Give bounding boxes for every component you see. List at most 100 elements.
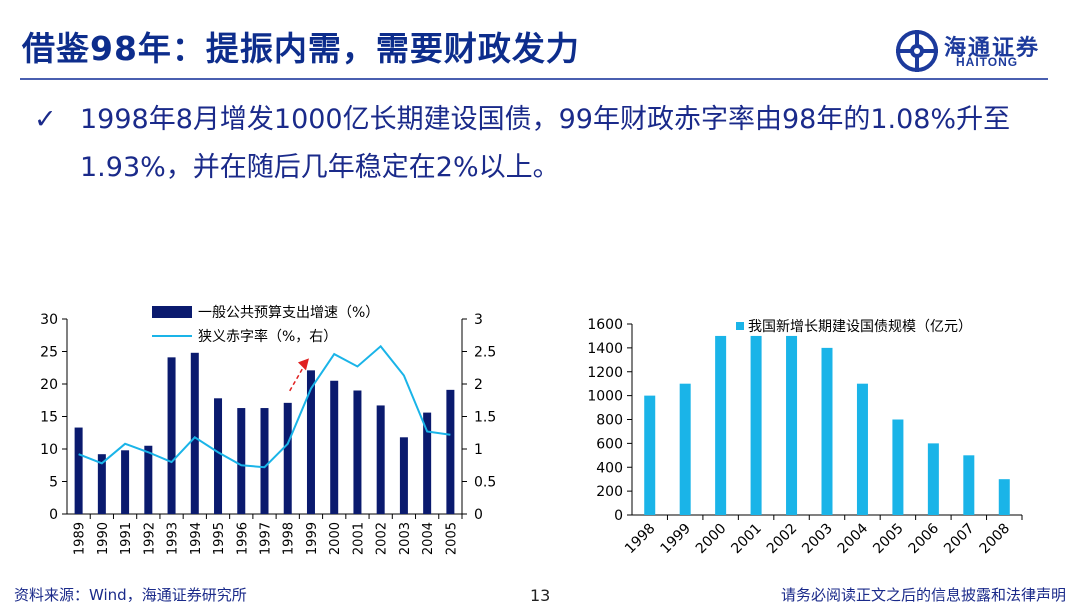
x-tick-label: 1989 <box>73 522 88 555</box>
y-tick-label: 1400 <box>587 341 623 357</box>
y-tick-label: 600 <box>596 436 623 452</box>
bar-bond-issuance <box>679 383 691 515</box>
bar-bond-issuance <box>998 479 1010 515</box>
x-tick-label: 1990 <box>96 522 111 555</box>
x-tick-label: 1993 <box>166 522 181 555</box>
x-tick-label: 2001 <box>351 522 366 555</box>
haitong-logo-icon <box>896 30 938 72</box>
bar-spending-growth <box>237 408 246 514</box>
bar-bond-issuance <box>750 335 762 515</box>
bar-spending-growth <box>330 380 339 514</box>
bar-spending-growth <box>144 445 153 514</box>
bar-spending-growth <box>283 402 292 514</box>
legend-label: 我国新增长期建设国债规模（亿元） <box>748 319 972 335</box>
y-tick-label: 0 <box>614 508 623 524</box>
x-tick-label: 2003 <box>398 522 413 555</box>
right-y-tick-label: 2.5 <box>474 345 496 361</box>
x-tick-label: 1994 <box>189 522 204 555</box>
header-divider <box>20 78 1048 80</box>
legend-bar-swatch <box>152 306 192 318</box>
x-tick-label: 2002 <box>764 521 801 558</box>
left-y-tick-label: 0 <box>49 507 58 523</box>
y-tick-label: 200 <box>596 484 623 500</box>
bar-bond-issuance <box>892 419 904 515</box>
y-tick-label: 400 <box>596 460 623 476</box>
logo-english-text: HAITONG <box>956 55 1019 69</box>
x-tick-label: 2005 <box>444 522 459 555</box>
right-y-tick-label: 0 <box>474 507 483 523</box>
x-tick-label: 2008 <box>977 521 1014 558</box>
right-y-tick-label: 3 <box>474 312 483 328</box>
x-tick-label: 2004 <box>835 520 872 557</box>
x-tick-label: 2006 <box>906 520 943 557</box>
haitong-logo: 海通证券 HAITONG <box>894 28 1054 74</box>
x-tick-label: 1995 <box>212 522 227 555</box>
bar-spending-growth <box>121 450 130 514</box>
checkmark-icon: ✓ <box>34 104 57 135</box>
x-tick-label: 2007 <box>941 521 978 558</box>
bar-bond-issuance <box>786 335 798 515</box>
chart-spending-growth-deficit: 0 5 10 15 20 25 30 0 0.5 1 1.5 2 2.5 3 1989 1990 1991 199… <box>40 305 496 555</box>
bar-spending-growth <box>167 357 176 514</box>
x-tick-label: 2003 <box>799 521 836 558</box>
x-tick-label: 2002 <box>375 522 390 555</box>
bar-spending-growth <box>214 398 223 514</box>
bar-bond-issuance <box>927 443 939 515</box>
bar-spending-growth <box>399 437 408 514</box>
right-y-tick-label: 2 <box>474 377 483 393</box>
bar-spending-growth <box>97 454 106 514</box>
bar-bond-issuance <box>715 335 727 515</box>
bar-spending-growth <box>423 412 432 514</box>
x-tick-label: 1999 <box>305 522 320 555</box>
chart-long-term-bond-issuance: 0200400600800100012001400160019981999200… <box>587 317 1023 558</box>
bar-spending-growth <box>190 352 199 514</box>
bar-bond-issuance <box>821 347 833 515</box>
left-y-tick-label: 10 <box>40 442 58 458</box>
bar-spending-growth <box>353 390 362 514</box>
bar-spending-growth <box>306 370 315 514</box>
x-tick-label: 1997 <box>259 522 274 555</box>
bar-spending-growth <box>74 427 83 514</box>
bar-bond-issuance <box>963 455 975 515</box>
annotation-arrow-shaft <box>289 363 306 392</box>
x-tick-label: 1998 <box>282 522 297 555</box>
x-tick-label: 1998 <box>622 521 659 558</box>
y-tick-label: 1000 <box>587 389 623 405</box>
x-tick-label: 2004 <box>421 522 436 555</box>
left-y-tick-label: 20 <box>40 377 58 393</box>
bar-spending-growth <box>376 405 385 514</box>
annotation-arrow-head <box>297 358 309 371</box>
x-tick-label: 2001 <box>728 521 765 558</box>
x-tick-label: 1992 <box>142 522 157 555</box>
legend-bar-label: 一般公共预算支出增速（%） <box>198 305 379 321</box>
y-tick-label: 1600 <box>587 317 623 333</box>
bar-spending-growth <box>260 408 269 514</box>
right-y-tick-label: 0.5 <box>474 475 496 491</box>
x-tick-label: 2000 <box>693 521 730 558</box>
left-y-tick-label: 30 <box>40 312 58 328</box>
legend-swatch <box>736 322 744 330</box>
key-point-text: 1998年8月增发1000亿长期建设国债，99年财政赤字率由98年的1.08%升… <box>80 104 1011 183</box>
y-tick-label: 800 <box>596 413 623 429</box>
left-y-tick-label: 15 <box>40 410 58 426</box>
left-y-tick-label: 5 <box>49 475 58 491</box>
bar-bond-issuance <box>644 395 656 515</box>
logo-chinese-text: 海通证券 <box>944 35 1041 61</box>
legend-line-label: 狭义赤字率（%，右） <box>198 328 337 345</box>
left-y-tick-label: 25 <box>40 345 58 361</box>
x-tick-label: 2005 <box>870 521 907 558</box>
x-tick-label: 1999 <box>657 521 694 558</box>
x-tick-label: 2000 <box>328 522 343 555</box>
key-point: ✓ 1998年8月增发1000亿长期建设国债，99年财政赤字率由98年的1.08… <box>34 96 1044 192</box>
x-tick-label: 1991 <box>119 522 134 555</box>
right-y-tick-label: 1 <box>474 442 483 458</box>
disclaimer: 请务必阅读正文之后的信息披露和法律声明 <box>780 586 1066 604</box>
page-number: 13 <box>530 586 551 605</box>
y-tick-label: 1200 <box>587 365 623 381</box>
source-note: 资料来源：Wind，海通证券研究所 <box>14 586 247 604</box>
line-deficit-ratio <box>78 344 451 469</box>
page-title: 借鉴98年：提振内需，需要财政发力 <box>22 29 580 68</box>
bar-bond-issuance <box>856 383 868 515</box>
right-y-tick-label: 1.5 <box>474 410 496 426</box>
